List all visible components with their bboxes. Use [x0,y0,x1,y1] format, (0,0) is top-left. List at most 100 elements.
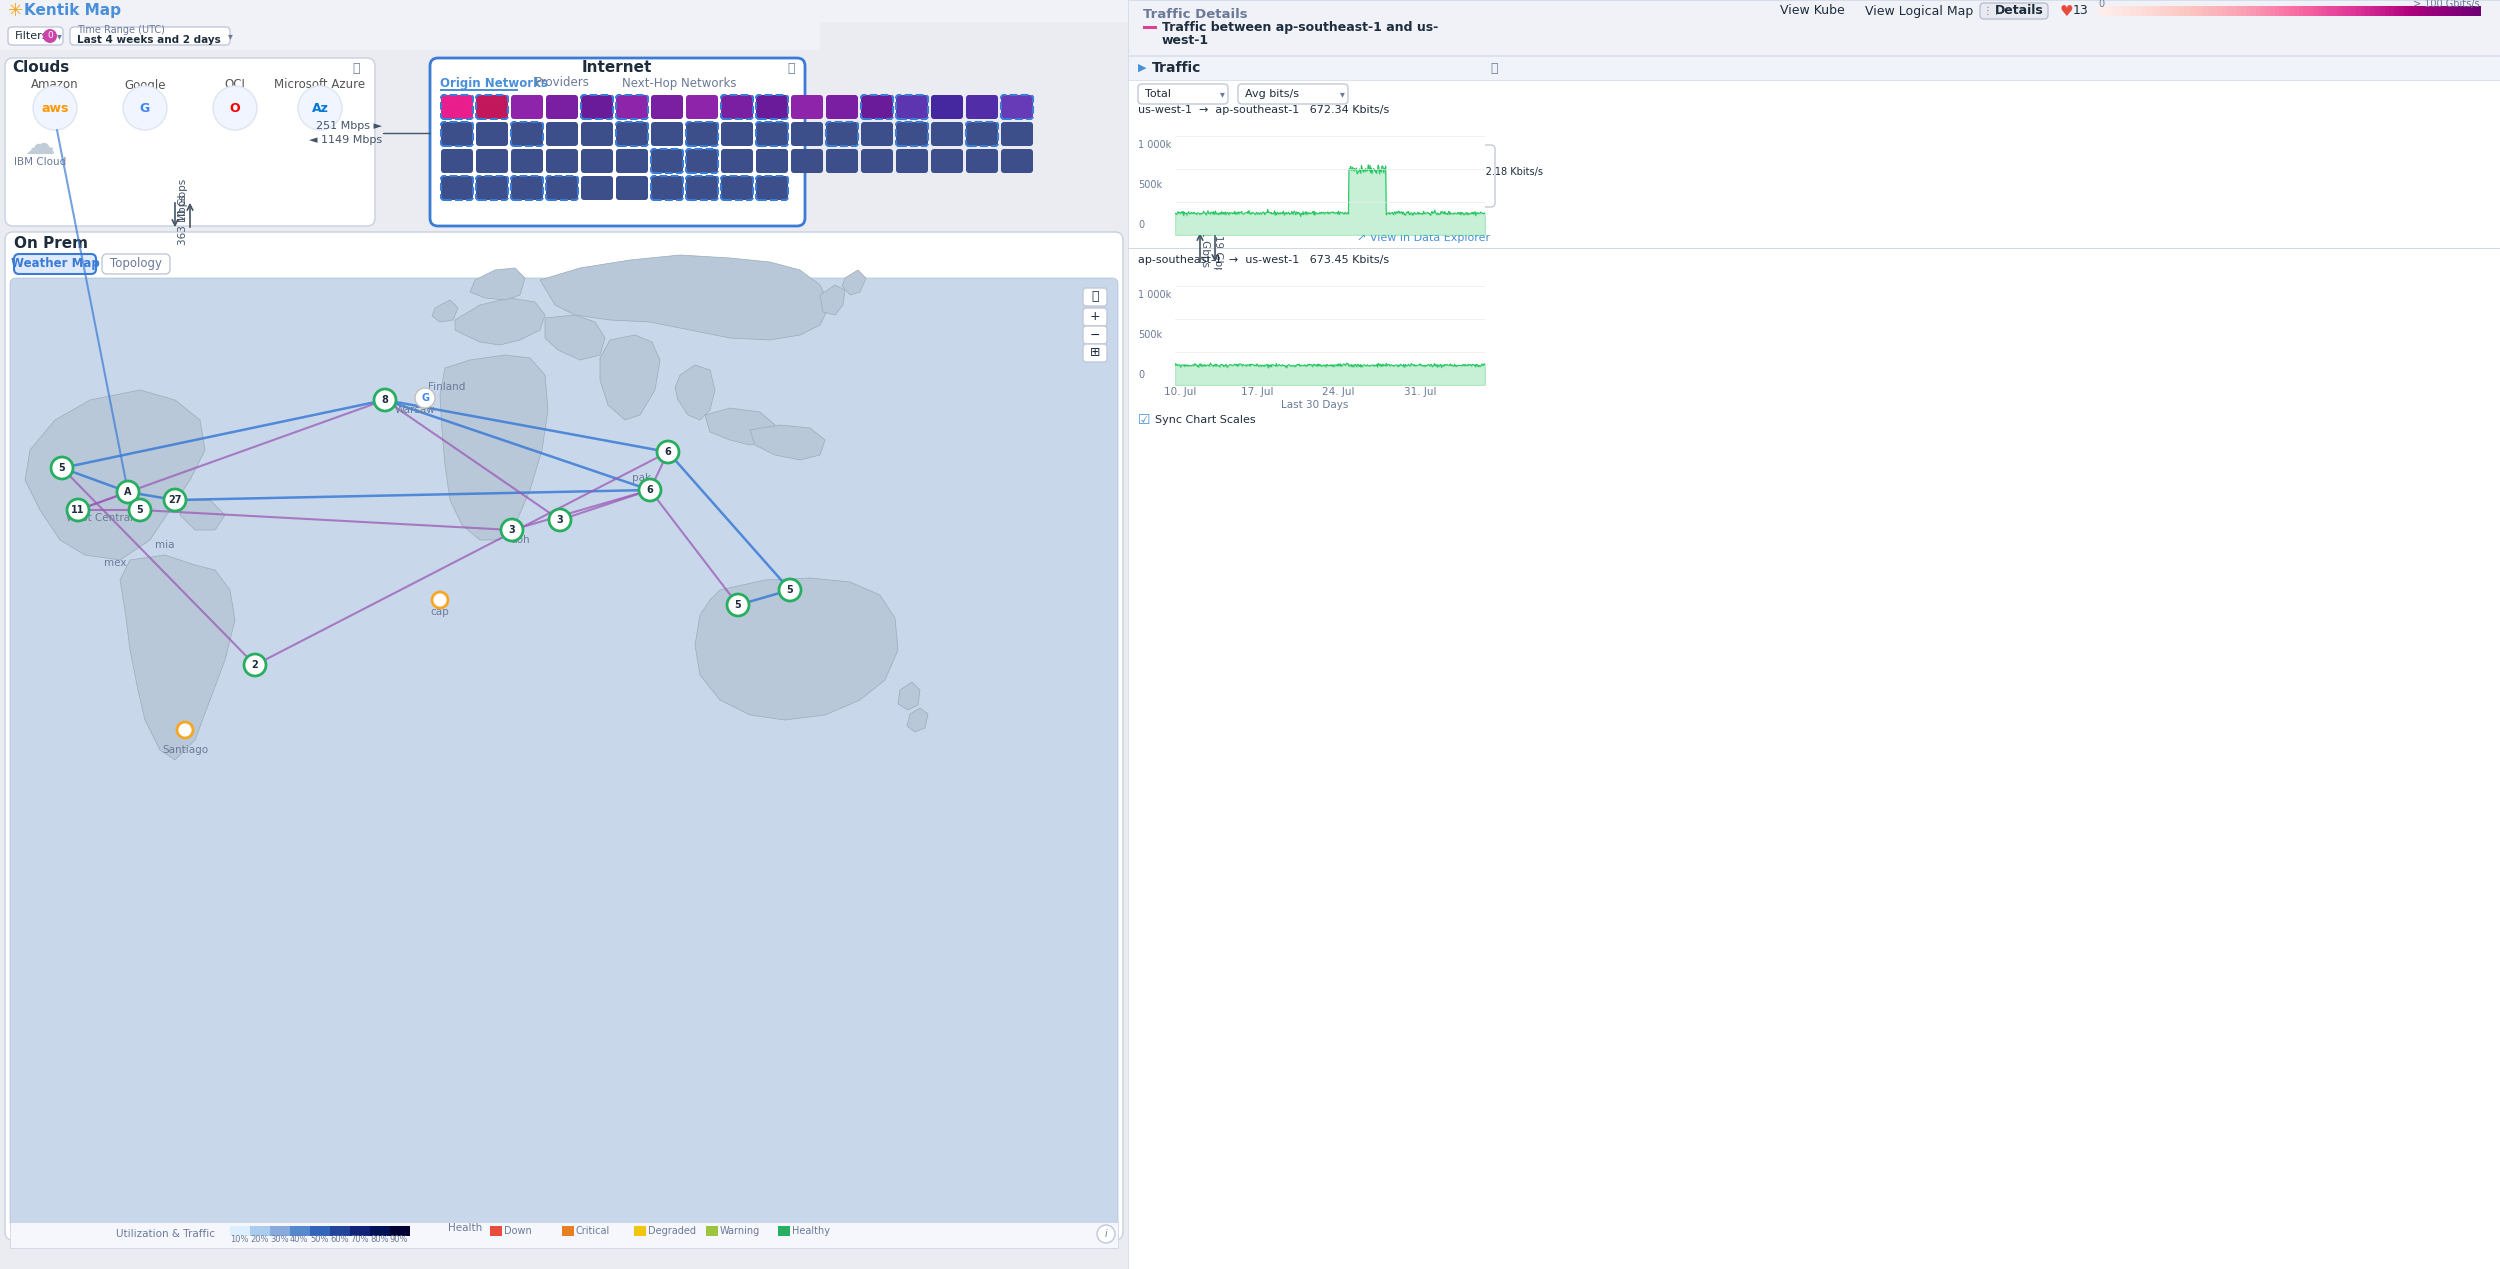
Text: Internet: Internet [582,61,652,75]
Polygon shape [470,268,525,299]
FancyBboxPatch shape [1000,148,1032,173]
Polygon shape [820,286,845,315]
Polygon shape [540,255,830,340]
Text: ▾: ▾ [228,30,232,41]
FancyBboxPatch shape [790,122,822,146]
Text: View Kube: View Kube [1780,5,1845,18]
Circle shape [118,481,140,503]
Circle shape [32,86,78,129]
FancyBboxPatch shape [1082,326,1108,344]
Polygon shape [695,577,898,720]
FancyBboxPatch shape [720,122,752,146]
Text: Healthy: Healthy [792,1226,830,1236]
Text: Santiago: Santiago [162,745,208,755]
FancyBboxPatch shape [755,122,788,146]
FancyBboxPatch shape [1138,84,1228,104]
Text: ♥: ♥ [2060,4,2072,19]
Text: 251 Mbps ►: 251 Mbps ► [315,121,382,131]
FancyBboxPatch shape [790,148,822,173]
Bar [635,1226,645,1236]
Text: View Logical Map: View Logical Map [1865,5,1972,18]
FancyBboxPatch shape [860,122,892,146]
FancyBboxPatch shape [510,122,542,146]
Bar [2238,6,2242,16]
Text: Providers: Providers [535,76,590,90]
Bar [2128,6,2132,16]
Bar [350,1226,370,1236]
Circle shape [415,388,435,409]
Bar [2355,6,2360,16]
FancyBboxPatch shape [755,148,788,173]
Text: Last 30 Days: Last 30 Days [1282,400,1348,410]
Bar [0,49,820,58]
FancyBboxPatch shape [965,95,998,119]
Bar [2475,6,2480,16]
Bar [2245,6,2252,16]
FancyBboxPatch shape [440,176,472,201]
FancyBboxPatch shape [965,148,998,173]
Text: ⊞: ⊞ [1090,346,1100,359]
Bar [2270,6,2275,16]
Text: 80%: 80% [370,1235,388,1244]
Polygon shape [25,390,205,560]
Bar [2102,6,2108,16]
Bar [2338,6,2342,16]
Text: 27: 27 [168,495,182,505]
Text: 421 Gbps ▲: 421 Gbps ▲ [1200,217,1210,279]
Text: Finland: Finland [428,382,465,392]
Text: Sync Chart Scales: Sync Chart Scales [1155,415,1255,425]
Text: pak: pak [632,473,652,483]
FancyBboxPatch shape [755,95,788,119]
Circle shape [780,579,800,602]
Bar [2302,6,2308,16]
Text: OCI: OCI [225,79,245,91]
Text: 2023-08-01 09:00: 2023-08-01 09:00 [1320,154,1430,162]
FancyBboxPatch shape [685,148,717,173]
Text: Avg bits/s: Avg bits/s [1245,89,1300,99]
Bar [1128,56,2500,80]
Bar [2232,6,2238,16]
Text: mex: mex [105,558,125,569]
FancyBboxPatch shape [825,122,858,146]
Text: 5: 5 [788,585,792,595]
Bar [2290,6,2295,16]
Text: 6: 6 [648,485,652,495]
Bar [2422,6,2428,16]
Text: 5: 5 [138,505,142,515]
Text: West Central: West Central [68,513,132,523]
Bar [2175,6,2180,16]
Text: Last 4 weeks and 2 days: Last 4 weeks and 2 days [78,36,220,44]
Polygon shape [440,355,548,541]
Text: ▾: ▾ [1220,89,1225,99]
FancyBboxPatch shape [650,122,682,146]
Circle shape [728,594,750,615]
FancyBboxPatch shape [1310,145,1495,207]
Text: −: − [1090,329,1100,341]
Circle shape [640,478,660,501]
Circle shape [500,519,522,541]
Circle shape [177,722,192,739]
Text: 3: 3 [558,515,562,525]
FancyBboxPatch shape [475,176,508,201]
Text: ●: ● [1318,165,1330,179]
Bar [0,22,820,49]
Bar [2432,6,2438,16]
FancyBboxPatch shape [895,95,928,119]
Circle shape [1098,1225,1115,1244]
Bar [2260,6,2265,16]
Text: +: + [1090,311,1100,324]
FancyBboxPatch shape [860,95,892,119]
FancyBboxPatch shape [860,148,892,173]
Text: 500k: 500k [1138,330,1162,340]
Text: Health: Health [448,1223,482,1233]
Text: 🔍: 🔍 [1090,291,1100,303]
Circle shape [375,390,395,411]
Circle shape [68,499,90,522]
Bar [2470,6,2475,16]
FancyBboxPatch shape [102,254,170,274]
Bar [2160,6,2165,16]
Bar [778,1226,790,1236]
FancyBboxPatch shape [440,122,472,146]
FancyBboxPatch shape [580,148,612,173]
Text: Clouds: Clouds [12,61,70,75]
